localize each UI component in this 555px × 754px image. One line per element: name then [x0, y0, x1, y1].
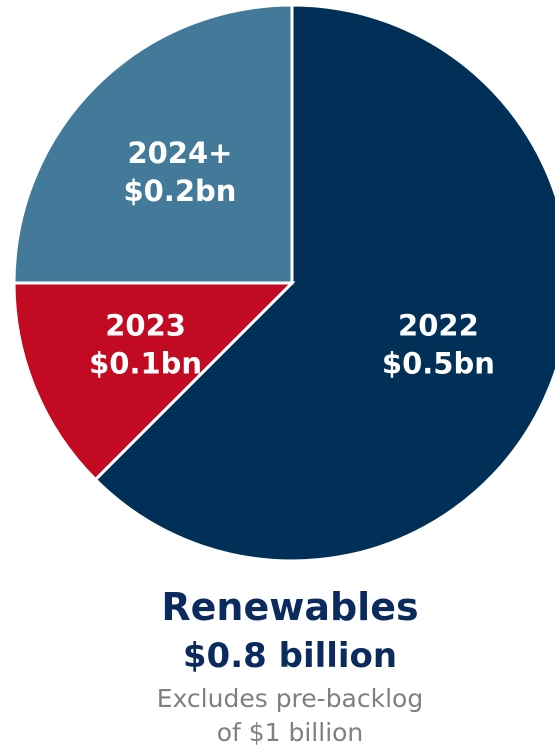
pie-slice-label: 2024+ $0.2bn: [123, 136, 236, 208]
pie-slice-value: $0.5bn: [382, 347, 495, 381]
pie-slice-2023: [12, 281, 296, 482]
pie-slice-label: 2022 $0.5bn: [382, 309, 495, 381]
chart-caption-note: of $1 billion: [216, 718, 364, 747]
pie-slice-2024: [12, 3, 294, 285]
pie-slice-category: 2022: [398, 309, 479, 343]
chart-caption-note: Excludes pre-backlog: [156, 684, 424, 713]
pie-chart: 2022 $0.5bn 2023 $0.1bn 2024+ $0.2bn: [12, 3, 555, 563]
pie-slice-value: $0.1bn: [89, 347, 202, 381]
pie-slice-value: $0.2bn: [123, 174, 236, 208]
chart-caption-title: Renewables: [161, 585, 419, 629]
pie-slice-2022: [93, 3, 555, 563]
pie-slice-label: 2023 $0.1bn: [89, 309, 202, 381]
pie-slices: [12, 3, 555, 563]
pie-slice-category: 2023: [105, 309, 186, 343]
pie-slice-category: 2024+: [127, 136, 232, 170]
pie-labels: 2022 $0.5bn 2023 $0.1bn 2024+ $0.2bn: [89, 136, 495, 381]
chart-caption-total: $0.8 billion: [182, 636, 398, 676]
